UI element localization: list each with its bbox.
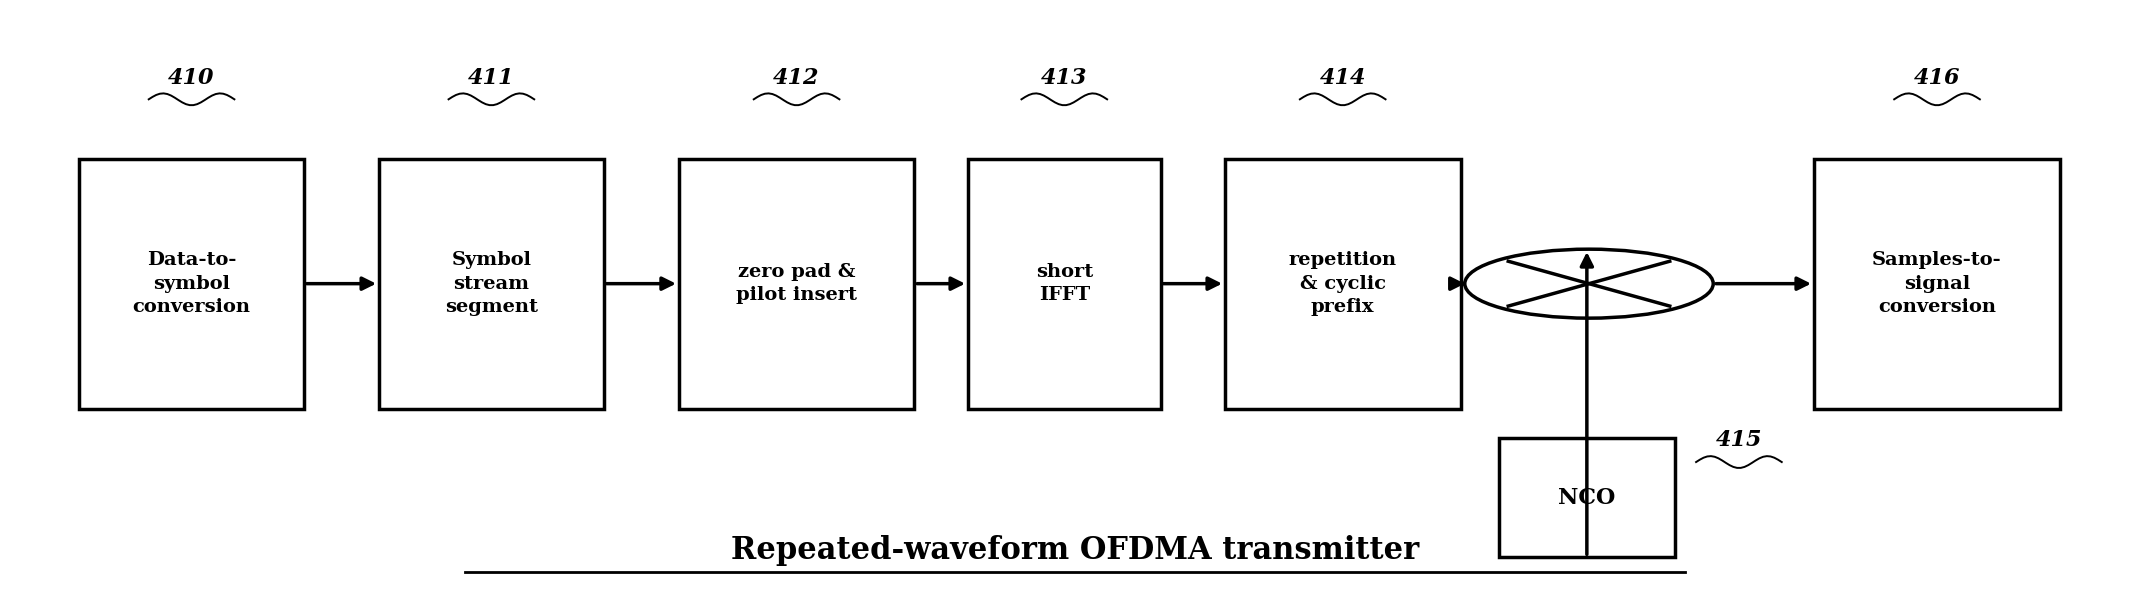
FancyBboxPatch shape (968, 159, 1161, 409)
Text: 414: 414 (1320, 66, 1365, 89)
Text: 416: 416 (1914, 66, 1961, 89)
FancyBboxPatch shape (80, 159, 303, 409)
Text: Samples-to-
signal
conversion: Samples-to- signal conversion (1873, 251, 2002, 316)
Text: 412: 412 (774, 66, 819, 89)
Text: 410: 410 (168, 66, 215, 89)
Text: 413: 413 (1041, 66, 1088, 89)
FancyBboxPatch shape (679, 159, 914, 409)
FancyBboxPatch shape (1499, 438, 1675, 557)
Text: zero pad &
pilot insert: zero pad & pilot insert (735, 263, 858, 305)
Text: 415: 415 (1716, 429, 1763, 452)
Text: NCO: NCO (1559, 487, 1615, 509)
Text: 411: 411 (469, 66, 514, 89)
Text: Data-to-
symbol
conversion: Data-to- symbol conversion (133, 251, 252, 316)
Text: Repeated-waveform OFDMA transmitter: Repeated-waveform OFDMA transmitter (731, 535, 1419, 566)
Text: repetition
& cyclic
prefix: repetition & cyclic prefix (1288, 251, 1398, 316)
FancyBboxPatch shape (378, 159, 604, 409)
FancyBboxPatch shape (1226, 159, 1460, 409)
Text: short
IFFT: short IFFT (1036, 263, 1092, 305)
Text: Symbol
stream
segment: Symbol stream segment (445, 251, 538, 316)
FancyBboxPatch shape (1815, 159, 2060, 409)
